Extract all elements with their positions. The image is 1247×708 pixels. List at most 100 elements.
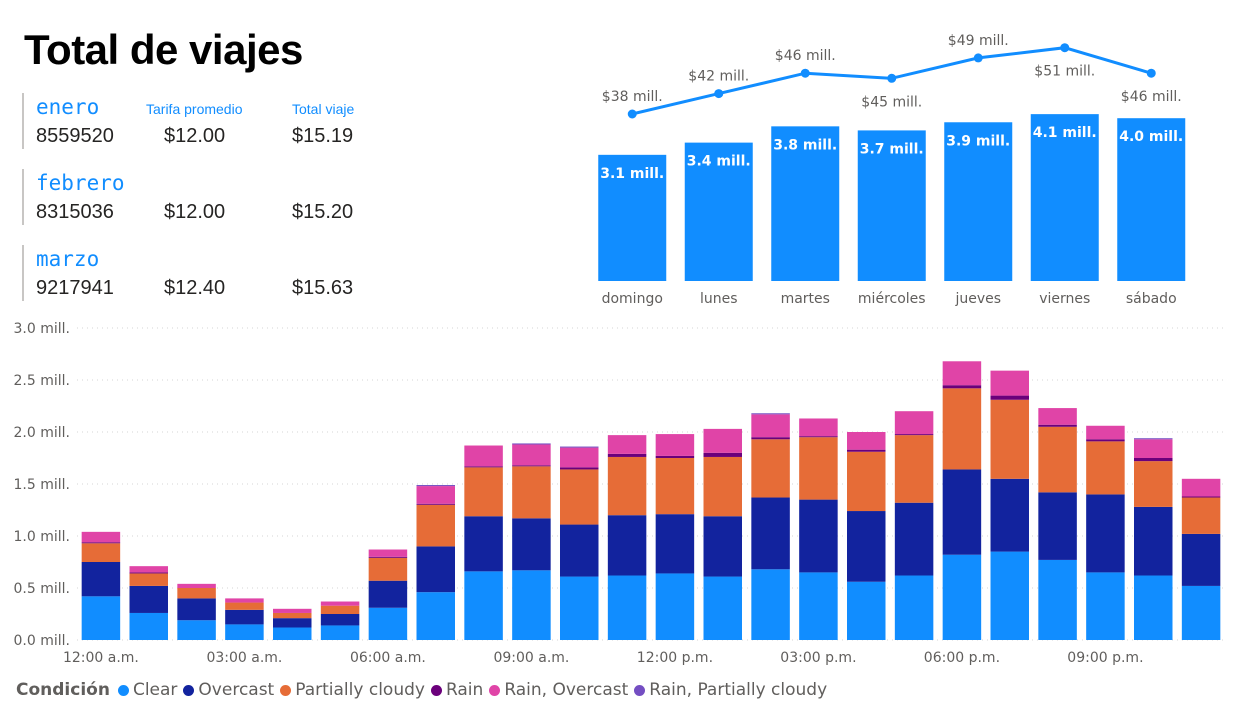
weekday-bar: [684, 142, 753, 281]
stacked-bar-segment: [368, 557, 408, 581]
y-tick-label: 3.0 mill.: [14, 321, 70, 337]
line-point: [800, 68, 810, 78]
stacked-bar-segment: [225, 624, 264, 640]
stacked-bar-segment: [1181, 496, 1221, 498]
stacked-bar-segment: [655, 458, 695, 515]
stacked-bar-segment: [320, 605, 360, 614]
stacked-bar-segment: [990, 399, 1029, 479]
line-data-label: $46 mill.: [1121, 89, 1182, 105]
legend-label: Overcast: [198, 680, 275, 700]
stacked-bar-segment: [1038, 492, 1077, 560]
stacked-bar-segment: [703, 456, 742, 517]
stacked-bar-segment: [225, 598, 264, 603]
line-point: [1146, 68, 1156, 78]
stacked-bar-segment: [1038, 426, 1077, 493]
stacked-bar-segment: [799, 436, 838, 438]
stacked-bar-segment: [416, 592, 455, 640]
stacked-bar-segment: [990, 370, 1029, 396]
stacked-bar-segment: [847, 432, 886, 450]
stacked-bar-segment: [560, 447, 599, 468]
stacked-bar-segment: [177, 620, 216, 640]
line-data-label: $42 mill.: [688, 69, 749, 85]
chart-legend: Condición Clear Overcast Partially cloudy R…: [16, 680, 833, 700]
legend-item[interactable]: Rain, Partially cloudy: [634, 680, 827, 700]
stacked-bar-segment: [273, 618, 312, 628]
stacked-bar-segment: [177, 598, 216, 621]
stacked-bar-segment: [225, 609, 264, 625]
legend-label: Partially cloudy: [295, 680, 425, 700]
stacked-bar-segment: [1086, 572, 1125, 640]
stacked-bar-segment: [81, 543, 121, 562]
legend-label: Clear: [132, 680, 178, 700]
avg-fare-label: Tarifa promedio: [146, 101, 243, 117]
stacked-bar-segment: [368, 607, 408, 640]
card-trips: 9217941: [36, 277, 114, 299]
bar-data-label: 3.8 mill.: [773, 137, 837, 153]
x-tick-label: domingo: [602, 291, 663, 307]
bar-data-label: 4.0 mill.: [1119, 129, 1183, 145]
legend-label: Rain: [445, 680, 484, 700]
line-point: [973, 53, 983, 63]
stacked-bar-segment: [1086, 441, 1125, 495]
hourly-stacked-bar-chart: 0.0 mill. 0.5 mill. 1.0 mill. 1.5 mill. 2.0 …: [14, 321, 1225, 666]
card-total-trip: $15.20: [292, 201, 354, 223]
legend-item[interactable]: Clear: [117, 680, 178, 700]
legend-item[interactable]: Overcast: [183, 680, 274, 700]
stacked-bar-segment: [560, 446, 599, 448]
stacked-bar-segment: [942, 554, 982, 640]
stacked-bar-segment: [273, 627, 312, 640]
stacked-bar-segment: [1134, 458, 1173, 462]
stacked-bar-segment: [847, 581, 886, 640]
stacked-bar-segment: [464, 467, 503, 517]
line-point: [627, 109, 637, 119]
stacked-bar-segment: [1038, 408, 1077, 425]
stacked-bar-segment: [607, 575, 647, 640]
card-month: enero: [36, 95, 100, 119]
x-tick-label: viernes: [1039, 291, 1090, 307]
stacked-bar-segment: [416, 504, 455, 547]
stacked-bar-segment: [1134, 461, 1173, 507]
stacked-bar-segment: [512, 466, 551, 519]
stacked-bar-segment: [1181, 478, 1221, 497]
card-month: marzo: [36, 247, 100, 271]
weekday-bar: [1117, 118, 1186, 281]
line-point: [714, 89, 724, 99]
stacked-bar-segment: [894, 502, 934, 576]
stacked-bar-segment: [894, 434, 934, 436]
stacked-bar-segment: [368, 580, 408, 608]
x-tick-label: jueves: [954, 291, 1001, 307]
legend-item[interactable]: Rain: [430, 680, 484, 700]
stacked-bar-segment: [799, 499, 838, 573]
weekday-bar: [598, 154, 667, 281]
x-tick-label: lunes: [700, 291, 738, 307]
stacked-bar-segment: [655, 514, 695, 574]
stacked-bar-segment: [799, 572, 838, 640]
stacked-bar-segment: [894, 435, 934, 503]
stacked-bar-segment: [129, 566, 168, 573]
stacked-bar-segment: [894, 411, 934, 435]
line-data-label: $49 mill.: [948, 33, 1009, 49]
legend-item[interactable]: Partially cloudy: [280, 680, 425, 700]
bar-data-label: 4.1 mill.: [1033, 125, 1097, 141]
legend-item[interactable]: Rain, Overcast: [489, 680, 628, 700]
stacked-bar-segment: [703, 428, 742, 453]
stacked-bar-segment: [464, 516, 503, 572]
x-tick-label: 03:00 a.m.: [206, 650, 282, 666]
stacked-bar-segment: [512, 518, 551, 571]
stacked-bar-segment: [607, 435, 647, 454]
stacked-bar-segment: [1134, 506, 1173, 576]
stacked-bar-segment: [416, 486, 455, 504]
stacked-bar-segment: [607, 453, 647, 457]
legend-label: Rain, Partially cloudy: [649, 680, 828, 700]
stacked-bar-segment: [1181, 497, 1221, 534]
month-card-enero: enero Tarifa promedio Total viaje 855952…: [22, 93, 384, 149]
x-tick-label: martes: [781, 291, 830, 307]
weekday-combo-chart: 3.1 mill. domingo 3.4 mill. lunes 3.8 mill. m…: [598, 33, 1186, 307]
stacked-bar-segment: [81, 542, 121, 544]
stacked-bar-segment: [81, 531, 121, 543]
stacked-bar-segment: [1181, 533, 1221, 586]
y-tick-label: 0.5 mill.: [14, 581, 70, 597]
weekday-bar: [1030, 114, 1099, 281]
card-avg-fare: $12.40: [164, 277, 226, 299]
stacked-bar-segment: [751, 414, 790, 438]
